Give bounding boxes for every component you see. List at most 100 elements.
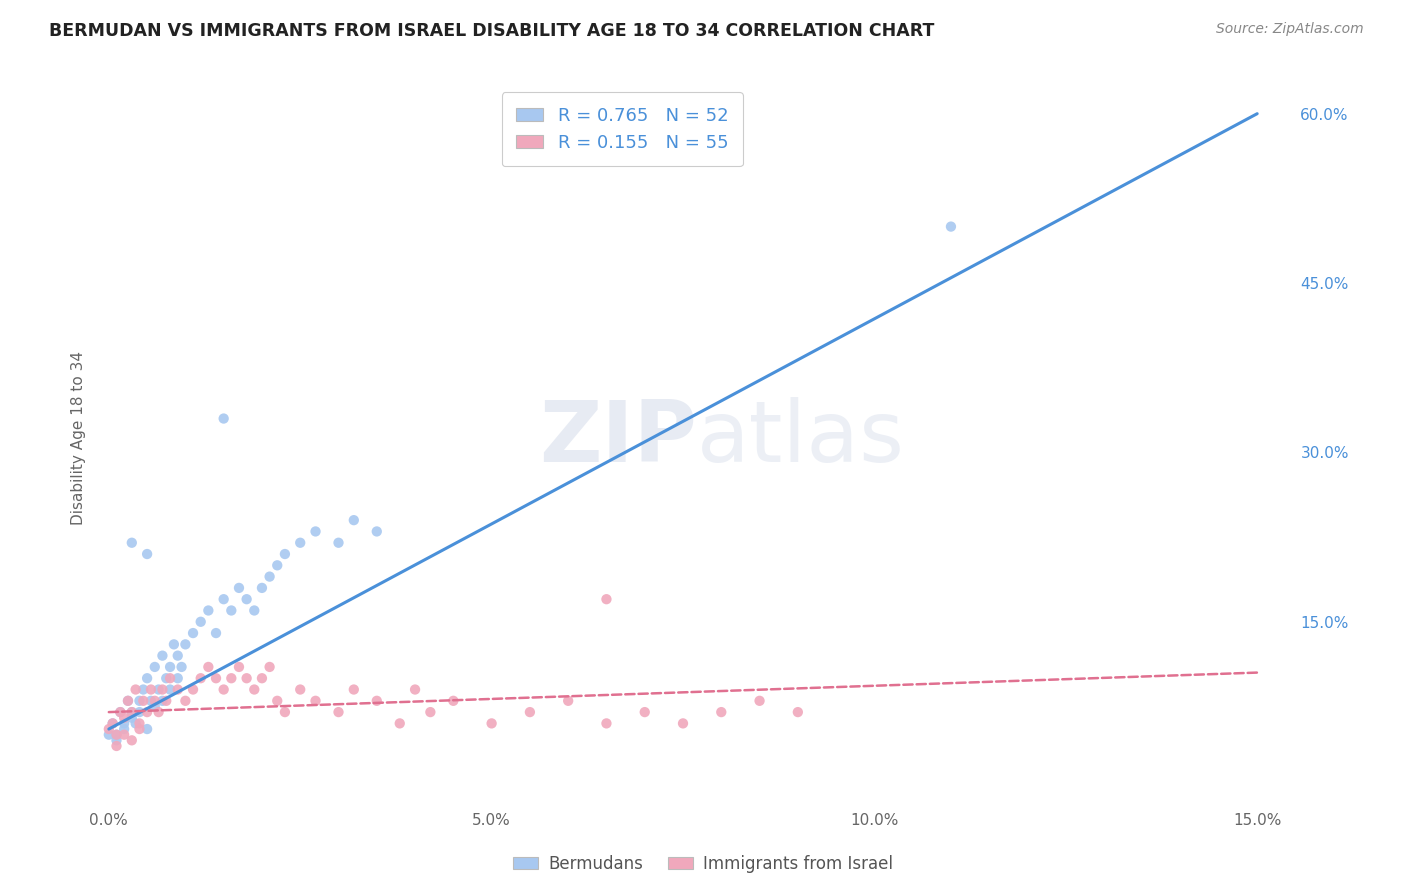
Point xyxy=(634,705,657,719)
Legend: R = 0.765   N = 52, R = 0.155   N = 55: R = 0.765 N = 52, R = 0.155 N = 55 xyxy=(502,93,742,166)
Text: BERMUDAN VS IMMIGRANTS FROM ISRAEL DISABILITY AGE 18 TO 34 CORRELATION CHART: BERMUDAN VS IMMIGRANTS FROM ISRAEL DISAB… xyxy=(49,22,935,40)
Point xyxy=(143,660,166,674)
Point xyxy=(121,711,143,725)
Point xyxy=(710,705,733,719)
Point xyxy=(101,716,124,731)
Point xyxy=(117,694,139,708)
Point xyxy=(166,682,188,697)
Text: ZIP: ZIP xyxy=(538,397,696,480)
Point xyxy=(136,671,159,685)
Point xyxy=(124,682,146,697)
Point xyxy=(105,728,128,742)
Point xyxy=(112,711,135,725)
Point xyxy=(159,682,181,697)
Point xyxy=(152,682,174,697)
Point xyxy=(595,592,617,607)
Point xyxy=(97,722,120,736)
Point xyxy=(343,513,366,527)
Point xyxy=(786,705,808,719)
Point xyxy=(139,682,162,697)
Point xyxy=(159,660,181,674)
Point xyxy=(143,699,166,714)
Point xyxy=(121,535,143,549)
Point xyxy=(152,648,174,663)
Point xyxy=(328,705,350,719)
Point xyxy=(121,705,143,719)
Point xyxy=(343,682,366,697)
Point xyxy=(121,733,143,747)
Text: Source: ZipAtlas.com: Source: ZipAtlas.com xyxy=(1216,22,1364,37)
Point xyxy=(136,547,159,561)
Point xyxy=(117,694,139,708)
Point xyxy=(163,637,186,651)
Point xyxy=(212,411,235,425)
Point xyxy=(748,694,770,708)
Point xyxy=(228,660,250,674)
Point xyxy=(105,739,128,753)
Point xyxy=(136,722,159,736)
Point xyxy=(124,716,146,731)
Point xyxy=(110,705,132,719)
Point xyxy=(419,705,441,719)
Point xyxy=(101,716,124,731)
Point xyxy=(166,648,188,663)
Point xyxy=(128,716,150,731)
Point xyxy=(259,569,281,583)
Point xyxy=(148,705,170,719)
Point xyxy=(197,660,219,674)
Point xyxy=(290,682,312,697)
Point xyxy=(181,682,204,697)
Point xyxy=(166,671,188,685)
Point xyxy=(205,626,228,640)
Point xyxy=(388,716,411,731)
Point xyxy=(212,682,235,697)
Point xyxy=(274,705,297,719)
Point xyxy=(221,671,243,685)
Point xyxy=(112,716,135,731)
Point xyxy=(155,671,177,685)
Point xyxy=(304,524,326,539)
Point xyxy=(110,705,132,719)
Point xyxy=(266,694,288,708)
Point xyxy=(328,535,350,549)
Point xyxy=(132,694,155,708)
Point xyxy=(366,694,388,708)
Point xyxy=(97,728,120,742)
Y-axis label: Disability Age 18 to 34: Disability Age 18 to 34 xyxy=(72,351,86,525)
Point xyxy=(143,694,166,708)
Point xyxy=(939,219,962,234)
Point xyxy=(672,716,695,731)
Text: atlas: atlas xyxy=(696,397,904,480)
Point xyxy=(441,694,464,708)
Point xyxy=(112,728,135,742)
Point xyxy=(181,626,204,640)
Point xyxy=(235,671,257,685)
Point xyxy=(174,694,197,708)
Point xyxy=(243,682,266,697)
Point xyxy=(243,603,266,617)
Point xyxy=(121,705,143,719)
Point xyxy=(128,705,150,719)
Legend: Bermudans, Immigrants from Israel: Bermudans, Immigrants from Israel xyxy=(506,848,900,880)
Point xyxy=(112,722,135,736)
Point xyxy=(190,671,212,685)
Point xyxy=(155,694,177,708)
Point xyxy=(266,558,288,573)
Point xyxy=(170,660,193,674)
Point xyxy=(366,524,388,539)
Point xyxy=(595,716,617,731)
Point xyxy=(205,671,228,685)
Point xyxy=(105,728,128,742)
Point xyxy=(274,547,297,561)
Point xyxy=(404,682,426,697)
Point xyxy=(557,694,579,708)
Point xyxy=(235,592,257,607)
Point xyxy=(259,660,281,674)
Point xyxy=(519,705,541,719)
Point xyxy=(136,705,159,719)
Point xyxy=(304,694,326,708)
Point xyxy=(250,581,273,595)
Point xyxy=(228,581,250,595)
Point xyxy=(174,637,197,651)
Point xyxy=(152,694,174,708)
